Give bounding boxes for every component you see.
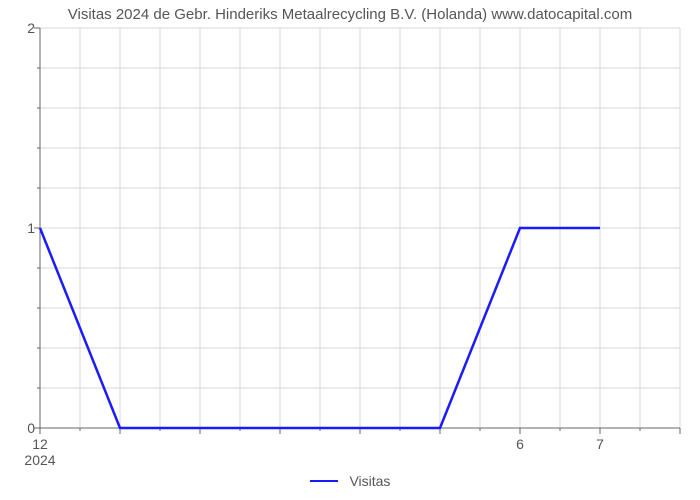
x-sub-label: 2024 bbox=[24, 452, 55, 468]
legend-swatch bbox=[310, 473, 338, 489]
y-tick-label: 1 bbox=[5, 220, 35, 236]
legend-label: Visitas bbox=[349, 473, 390, 489]
chart-plot bbox=[40, 28, 680, 428]
x-tick-label: 7 bbox=[596, 436, 604, 452]
x-tick-label: 12 bbox=[32, 436, 48, 452]
legend: Visitas bbox=[0, 472, 700, 489]
y-tick-label: 2 bbox=[5, 20, 35, 36]
y-tick-label: 0 bbox=[5, 420, 35, 436]
chart-title: Visitas 2024 de Gebr. Hinderiks Metaalre… bbox=[0, 6, 700, 23]
chart-container: Visitas 2024 de Gebr. Hinderiks Metaalre… bbox=[0, 0, 700, 500]
x-tick-label: 6 bbox=[516, 436, 524, 452]
